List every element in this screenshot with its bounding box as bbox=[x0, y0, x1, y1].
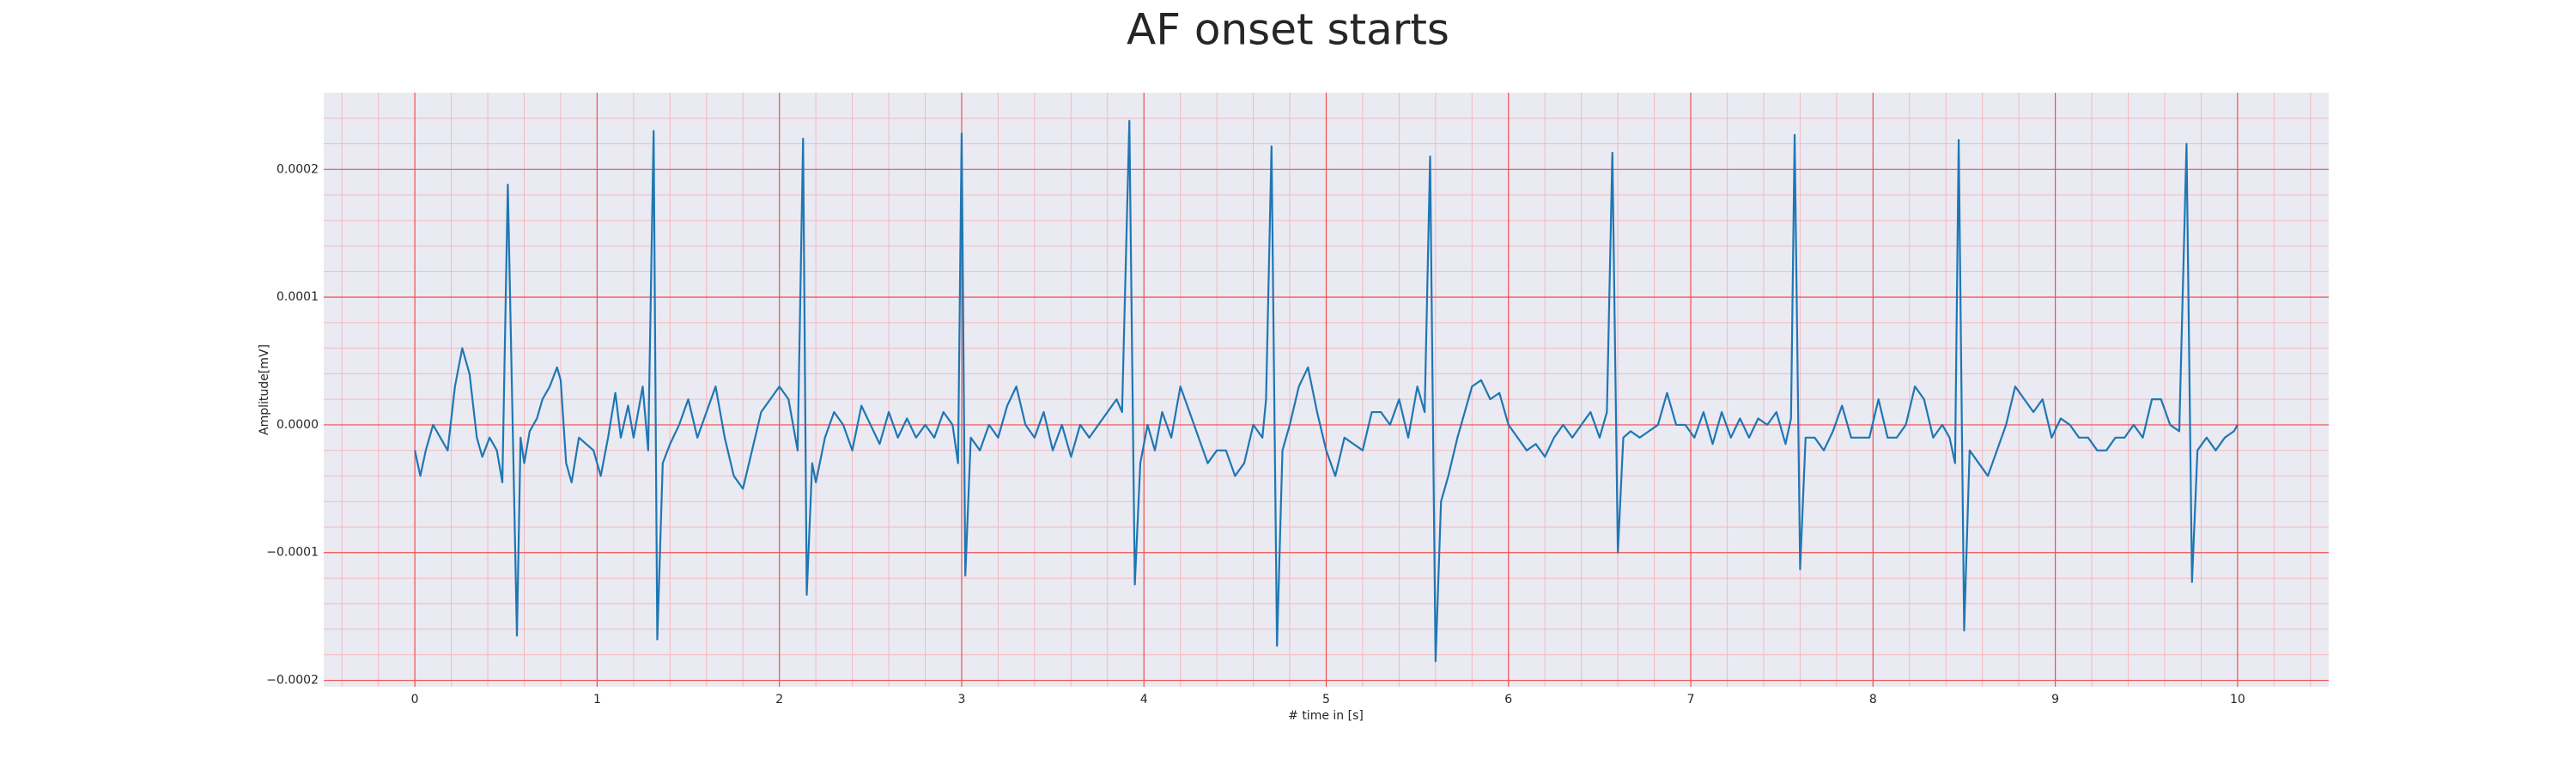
x-tick-label: 4 bbox=[1140, 693, 1148, 706]
y-tick-label: 0.0002 bbox=[276, 162, 319, 176]
y-tick-label: −0.0002 bbox=[266, 674, 319, 688]
x-tick-label: 9 bbox=[2051, 693, 2059, 706]
x-axis-label: # time in [s] bbox=[1288, 709, 1364, 723]
y-tick-label: 0.0000 bbox=[276, 418, 319, 432]
x-tick-label: 10 bbox=[2230, 693, 2245, 706]
data-line bbox=[414, 119, 2239, 663]
x-tick-label: 1 bbox=[593, 693, 601, 706]
x-tick-label: 7 bbox=[1687, 693, 1695, 706]
x-tick-label: 0 bbox=[411, 693, 419, 706]
x-tick-label: 2 bbox=[775, 693, 783, 706]
x-tick-label: 5 bbox=[1322, 693, 1330, 706]
x-tick-label: 8 bbox=[1869, 693, 1877, 706]
x-tick-label: 3 bbox=[957, 693, 965, 706]
y-tick-label: 0.0001 bbox=[276, 290, 319, 304]
y-axis-label: Amplitude[mV] bbox=[258, 344, 271, 435]
chart-title: AF onset starts bbox=[1127, 5, 1449, 55]
x-tick-label: 6 bbox=[1504, 693, 1512, 706]
y-tick-label: −0.0001 bbox=[266, 546, 319, 560]
